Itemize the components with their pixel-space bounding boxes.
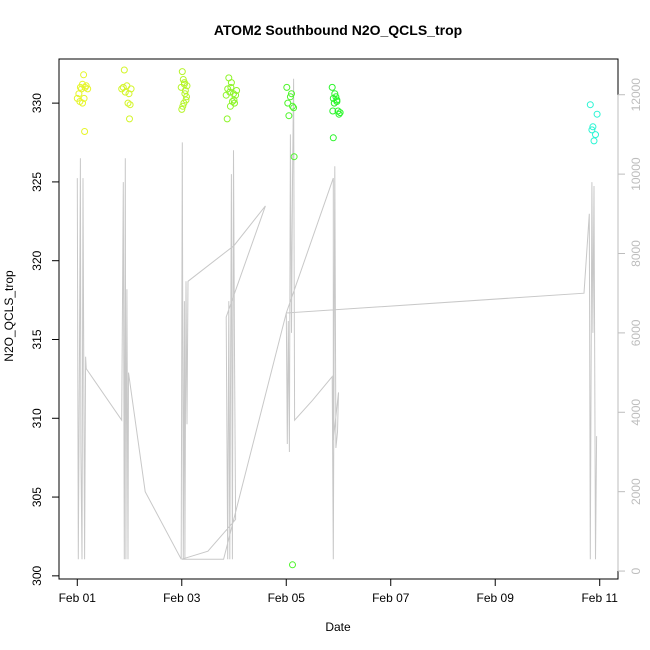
data-point [289,102,296,110]
y2-tick-label: 4000 [629,399,643,426]
data-point [290,153,298,161]
y2-tick-label: 2000 [629,478,643,505]
data-point [80,71,88,79]
data-point [334,107,342,115]
chart-title: ATOM2 Southbound N2O_QCLS_trop [214,22,462,38]
x-tick-label: Feb 03 [163,591,201,605]
data-point [124,99,132,107]
data-point [588,126,596,134]
data-point [126,101,134,109]
data-point [286,93,294,101]
data-point [590,137,598,145]
data-points-layer [73,66,601,569]
data-point [127,85,135,93]
data-point [336,109,344,117]
y2-tick-label: 8000 [629,240,643,267]
data-point [290,104,298,112]
x-tick-label: Feb 07 [372,591,410,605]
data-point [230,96,238,104]
data-point [593,110,601,118]
data-point [335,110,343,118]
data-point [121,88,129,96]
data-point [329,134,337,142]
data-point [179,76,187,83]
data-point [126,115,133,123]
data-point [232,91,240,99]
y2-tick-label: 10000 [629,157,643,191]
data-point [592,131,599,139]
data-point [119,83,127,91]
data-point [589,123,597,131]
data-point [178,68,186,76]
y2-tick-label: 6000 [629,319,643,346]
data-point [226,102,234,110]
data-point [178,105,186,113]
y-tick-label: 310 [30,408,44,428]
data-point [223,115,231,123]
y-tick-label: 320 [30,250,44,270]
altitude-line [76,78,598,560]
data-point [123,82,131,90]
data-point [329,107,337,115]
data-point [179,102,187,110]
x-tick-label: Feb 05 [268,591,306,605]
altitude-line-layer [76,78,598,560]
y-axis-label: N2O_QCLS_trop [2,270,16,362]
plot-frame [58,58,619,580]
data-point [289,561,296,569]
x-tick-label: Feb 09 [477,591,515,605]
data-point [328,83,336,91]
data-point [283,83,291,91]
y-tick-label: 330 [30,93,44,113]
data-point [333,96,341,104]
data-point [331,90,339,98]
y-tick-label: 305 [30,487,44,507]
data-point [227,79,235,87]
data-point [284,99,292,107]
y2-tick-label: 12000 [629,78,643,112]
data-point [182,96,190,104]
data-point [120,66,128,74]
data-point [180,79,188,87]
data-point [81,128,89,135]
x-tick-label: Feb 11 [581,591,618,605]
axes-layer: 300 305 310 315 320 325 330 Feb 01 Feb 03 Feb 05 F… [30,78,643,605]
y-tick-label: 300 [30,565,44,585]
data-point [227,83,235,91]
data-point [586,101,594,109]
data-point [233,87,241,94]
data-point [332,93,340,101]
data-point [226,88,234,96]
data-point [285,112,293,120]
x-axis-label: Date [325,620,351,634]
y-tick-label: 325 [30,172,44,192]
data-point [76,98,84,105]
x-tick-label: Feb 01 [59,591,97,605]
data-point [84,85,92,93]
data-point [288,90,295,98]
y-tick-label: 315 [30,329,44,349]
y2-tick-label: 0 [629,567,643,574]
